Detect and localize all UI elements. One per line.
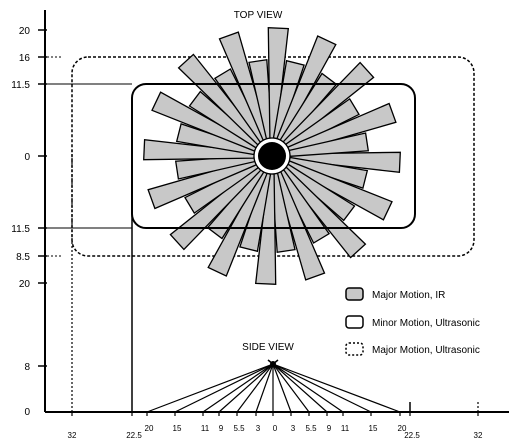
x-tick-label: 15 bbox=[173, 424, 182, 433]
x-tick-label: 22.5 bbox=[404, 431, 420, 440]
side-fan-line bbox=[236, 363, 274, 413]
minor-ultrasonic-zone bbox=[131, 83, 416, 229]
x-tick-label: 32 bbox=[474, 431, 483, 440]
ir-ray bbox=[267, 27, 290, 139]
side-view-fan bbox=[146, 359, 401, 413]
side-fan-line bbox=[272, 363, 372, 413]
y-tick-label: 20 bbox=[19, 26, 31, 37]
ir-ray bbox=[143, 138, 255, 161]
ir-ray bbox=[254, 173, 277, 285]
side-fan-line bbox=[272, 363, 344, 413]
ir-ray bbox=[276, 35, 337, 142]
y-tick-label: 8.5 bbox=[16, 252, 30, 263]
legend-label-minor: Minor Motion, Ultrasonic bbox=[372, 318, 480, 329]
side-fan-line bbox=[174, 363, 274, 413]
side-fan-line bbox=[255, 363, 274, 413]
x-tick-label: 5.5 bbox=[305, 424, 317, 433]
x-tick-label: 9 bbox=[327, 424, 332, 433]
side-fan-line bbox=[202, 363, 274, 413]
y-tick-label: 8 bbox=[24, 362, 30, 373]
x-tick-label: 3 bbox=[291, 424, 296, 433]
sensor-center bbox=[258, 142, 286, 170]
x-tick-label: 32 bbox=[68, 431, 77, 440]
x-tick-label: 9 bbox=[219, 424, 224, 433]
ir-rays bbox=[143, 27, 401, 285]
x-tick-label: 11 bbox=[341, 424, 350, 433]
side-fan-line bbox=[272, 363, 292, 413]
ir-ray bbox=[287, 102, 397, 154]
side-fan-line bbox=[272, 363, 401, 413]
y-tick-label: 11.5 bbox=[11, 224, 30, 235]
ir-ray bbox=[274, 171, 326, 281]
side-sensor bbox=[270, 361, 276, 367]
legend-swatch-major bbox=[345, 342, 364, 356]
ir-ray bbox=[218, 31, 270, 141]
ir-ray bbox=[286, 160, 393, 221]
side-fan-line bbox=[272, 363, 310, 413]
side-fan-line bbox=[218, 363, 274, 413]
y-tick-label: 16 bbox=[19, 53, 31, 64]
x-tick-label: 5.5 bbox=[233, 424, 245, 433]
legend-label-ir: Major Motion, IR bbox=[372, 290, 445, 301]
x-tick-label: 3 bbox=[256, 424, 261, 433]
x-tick-label: 20 bbox=[398, 424, 407, 433]
y-tick-label: 0 bbox=[24, 407, 30, 418]
x-tick-label: 20 bbox=[145, 424, 154, 433]
legend-swatch-ir bbox=[345, 287, 364, 301]
y-tick-label: 20 bbox=[19, 279, 31, 290]
top-view-title: TOP VIEW bbox=[234, 10, 283, 21]
ir-ray bbox=[288, 132, 370, 157]
side-fan-line bbox=[146, 363, 274, 413]
legend-swatch-minor bbox=[345, 315, 364, 329]
x-tick-label: 15 bbox=[369, 424, 378, 433]
ir-ray bbox=[207, 170, 268, 277]
side-fan-line bbox=[272, 363, 328, 413]
legend-label-major: Major Motion, Ultrasonic bbox=[372, 345, 480, 356]
x-tick-label: 0 bbox=[273, 424, 278, 433]
y-tick-label: 0 bbox=[24, 152, 30, 163]
side-view-title: SIDE VIEW bbox=[242, 342, 294, 353]
ir-ray bbox=[147, 158, 257, 210]
y-tick-label: 11.5 bbox=[11, 80, 30, 91]
ir-ray bbox=[151, 91, 258, 152]
x-tick-label: 11 bbox=[201, 424, 210, 433]
x-tick-label: 22.5 bbox=[126, 431, 142, 440]
